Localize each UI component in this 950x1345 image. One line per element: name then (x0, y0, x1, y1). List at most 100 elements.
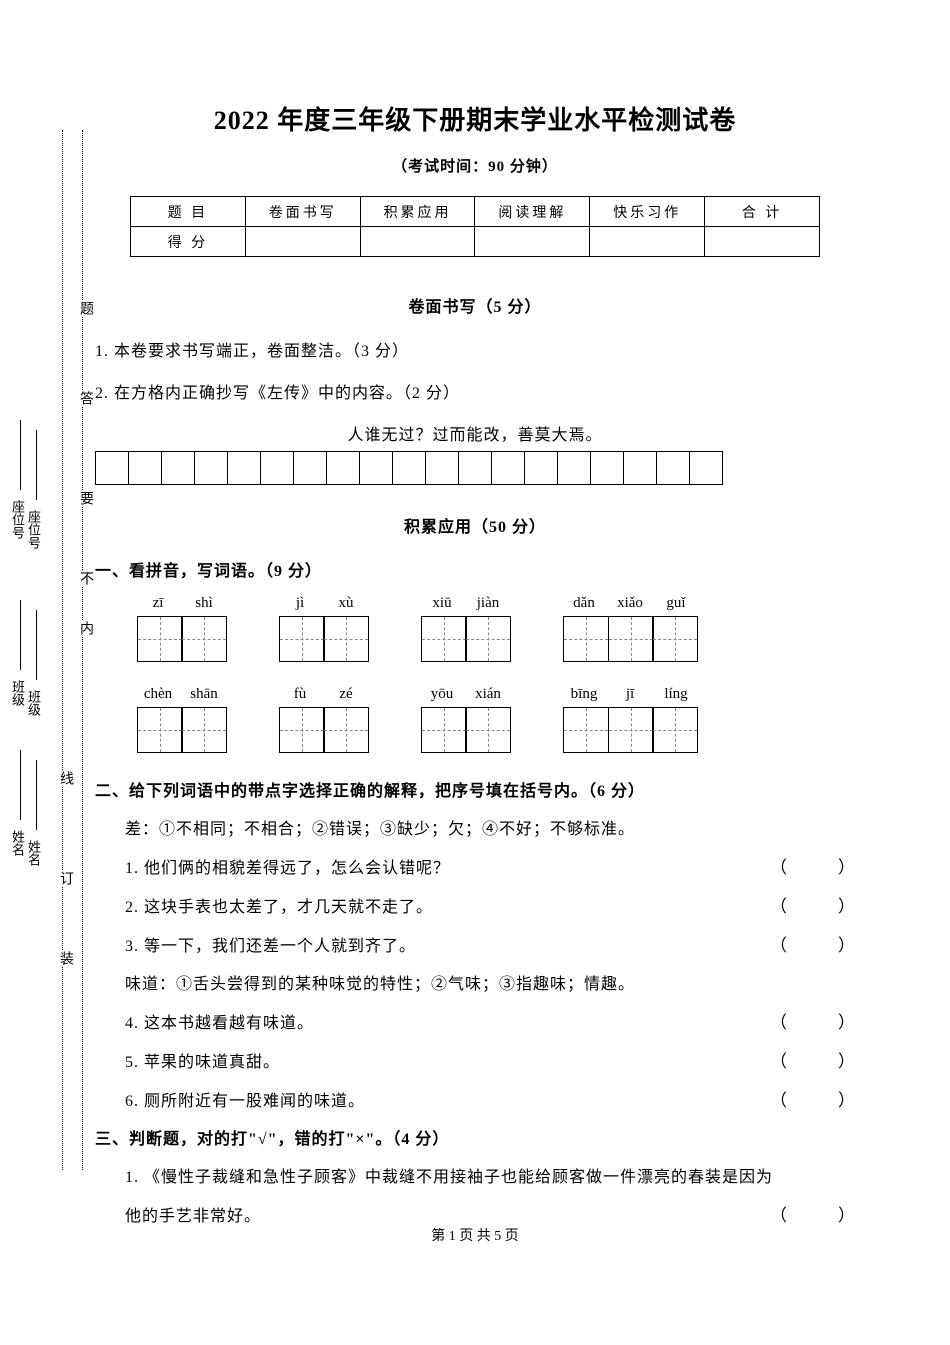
pinyin-group: zīshì (135, 595, 227, 662)
writing-cell (656, 451, 690, 485)
sentence-line: 4. 这本书越看越有味道。 （ ） (125, 1008, 855, 1033)
writing-cell (524, 451, 558, 485)
writing-cell (623, 451, 657, 485)
paren-blank: （ ） (770, 853, 855, 878)
pinyin-row: chènshān fùzé yōuxián bīngjīlíng (95, 686, 855, 753)
instruction-line: 2. 在方格内正确抄写《左传》中的内容。（2 分） (95, 379, 855, 403)
writing-cell (425, 451, 459, 485)
instruction-line: 1. 本卷要求书写端正，卷面整洁。（3 分） (95, 337, 855, 361)
pinyin-row: zīshìjìxùxiūjiàndǎnxiǎoguǐ (95, 595, 855, 662)
tian-box (563, 616, 609, 662)
margin-char-ding: 订 (55, 870, 75, 886)
quote-text: 人谁无过？过而能改，善莫大焉。 (95, 421, 855, 445)
score-row-label: 得 分 (131, 227, 246, 257)
definition-line: 差：①不相同；不相合；②错误；③缺少；欠；④不好；不够标准。 (125, 815, 855, 839)
question-2-title: 二、给下列词语中的带点字选择正确的解释，把序号填在括号内。（6 分） (95, 777, 855, 801)
tian-box (279, 616, 325, 662)
pinyin-label: zé (323, 686, 369, 703)
pinyin-group: chènshān (135, 686, 227, 753)
score-cell (590, 227, 705, 257)
score-cell (475, 227, 590, 257)
writing-cell (293, 451, 327, 485)
sentence-line: 3. 等一下，我们还差一个人就到齐了。 （ ） (125, 931, 855, 956)
paren-blank: （ ） (770, 892, 855, 917)
pinyin-group: bīngjīlíng (561, 686, 699, 753)
table-row: 得 分 (131, 227, 820, 257)
sentence-line: 2. 这块手表也太差了，才几天就不走了。 （ ） (125, 892, 855, 917)
margin-char-ti: 题 (75, 300, 95, 316)
writing-cell (689, 451, 723, 485)
tian-box (137, 707, 183, 753)
pinyin-label: yōu (419, 686, 465, 703)
pinyin-label: shì (181, 595, 227, 612)
margin-char-xian: 线 (55, 770, 75, 786)
sentence-text: 3. 等一下，我们还差一个人就到齐了。 (125, 932, 770, 956)
definition-line: 味道：①舌头尝得到的某种味觉的特性；②气味；③指趣味；情趣。 (125, 970, 855, 994)
writing-cell (590, 451, 624, 485)
pinyin-label: chèn (135, 686, 181, 703)
margin-label-name-inner: 姓名 (24, 840, 43, 866)
pinyin-label: guǐ (653, 595, 699, 612)
score-col-header: 快乐习作 (590, 197, 705, 227)
pinyin-label: xiǎo (607, 595, 653, 612)
margin-underline (36, 610, 37, 680)
score-col-header: 阅读理解 (475, 197, 590, 227)
margin-char-nei: 内 (75, 620, 95, 636)
section-header-accumulate: 积累应用（50 分） (95, 513, 855, 537)
score-col-header: 积累应用 (360, 197, 475, 227)
margin-underline (20, 420, 21, 490)
pinyin-label: líng (653, 686, 699, 703)
tian-box (181, 616, 227, 662)
writing-cell (227, 451, 261, 485)
paren-blank: （ ） (770, 1047, 855, 1072)
tian-box (421, 616, 467, 662)
pinyin-label: zī (135, 595, 181, 612)
sentence-text: 1. 《慢性子裁缝和急性子顾客》中裁缝不用接袖子也能给顾客做一件漂亮的春装是因为 (125, 1163, 855, 1187)
writing-cell (326, 451, 360, 485)
section-header-writing: 卷面书写（5 分） (95, 293, 855, 317)
pinyin-label: jī (607, 686, 653, 703)
table-row: 题 目 卷面书写 积累应用 阅读理解 快乐习作 合 计 (131, 197, 820, 227)
writing-grid (95, 451, 855, 485)
sentence-text: 5. 苹果的味道真甜。 (125, 1048, 770, 1072)
margin-underline (36, 760, 37, 830)
score-cell (705, 227, 820, 257)
sentence-line: 他的手艺非常好。 （ ） (125, 1201, 855, 1226)
paren-blank: （ ） (770, 1008, 855, 1033)
pinyin-group: yōuxián (419, 686, 511, 753)
tian-box (563, 707, 609, 753)
pinyin-label: jì (277, 595, 323, 612)
tian-box (137, 616, 183, 662)
margin-underline (20, 600, 21, 670)
writing-cell (491, 451, 525, 485)
margin-char-bu: 不 (75, 570, 95, 586)
tian-box (465, 707, 511, 753)
tian-box (465, 616, 511, 662)
writing-cell (392, 451, 426, 485)
writing-cell (128, 451, 162, 485)
sentence-line: 1. 他们俩的相貌差得远了，怎么会认错呢？ （ ） (125, 853, 855, 878)
pinyin-group: jìxù (277, 595, 369, 662)
tian-box (608, 707, 654, 753)
margin-label-seat-inner: 座位号 (24, 510, 43, 549)
score-col-header: 合 计 (705, 197, 820, 227)
sentence-text: 他的手艺非常好。 (125, 1202, 770, 1226)
writing-cell (359, 451, 393, 485)
writing-cell (557, 451, 591, 485)
main-title: 2022 年度三年级下册期末学业水平检测试卷 (95, 100, 855, 137)
score-table: 题 目 卷面书写 积累应用 阅读理解 快乐习作 合 计 得 分 (130, 196, 820, 257)
writing-cell (194, 451, 228, 485)
pinyin-label: fù (277, 686, 323, 703)
tian-box (323, 707, 369, 753)
exam-subtitle: （考试时间：90 分钟） (95, 155, 855, 176)
tian-box (181, 707, 227, 753)
margin-underline (36, 430, 37, 500)
sentence-line: 5. 苹果的味道真甜。 （ ） (125, 1047, 855, 1072)
pinyin-group: fùzé (277, 686, 369, 753)
pinyin-label: bīng (561, 686, 607, 703)
paren-blank: （ ） (770, 931, 855, 956)
paren-blank: （ ） (770, 1086, 855, 1111)
question-1-title: 一、看拼音，写词语。（9 分） (95, 557, 855, 581)
margin-char-da: 答 (75, 390, 95, 406)
binding-dashed-line-1 (62, 130, 63, 1170)
